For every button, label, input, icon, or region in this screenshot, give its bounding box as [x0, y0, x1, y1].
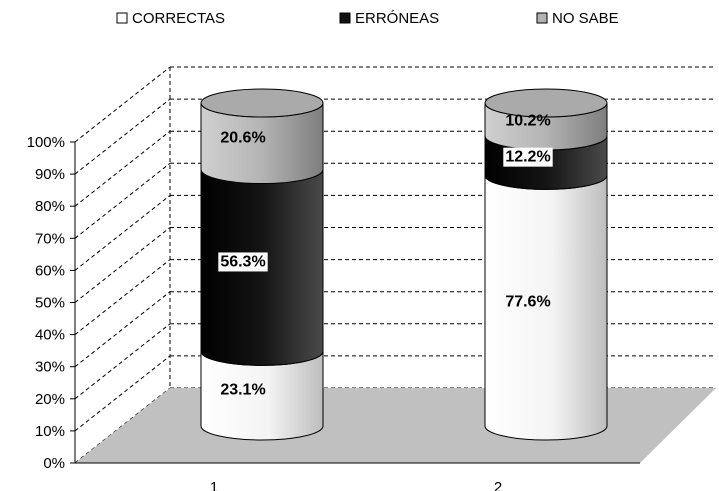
bar-top-cap — [484, 88, 608, 118]
gridline-side — [74, 259, 171, 335]
x-category-label: 1 — [210, 479, 218, 491]
gridline-side — [74, 162, 171, 239]
gridline-side — [74, 98, 171, 175]
gridline-side — [74, 355, 171, 432]
y-tick-label: 0% — [43, 455, 65, 472]
legend-label: NO SABE — [552, 10, 619, 27]
y-tick-label: 30% — [35, 359, 65, 376]
bar-stack-2: 77.6% 12.2% 10.2% — [484, 88, 608, 441]
y-tick-label: 20% — [35, 391, 65, 408]
data-label: 12.2% — [505, 149, 550, 166]
data-label: 10.2% — [505, 112, 550, 129]
y-tick-label: 10% — [35, 423, 65, 440]
bar-top-cap — [200, 88, 324, 118]
y-axis: 0% 10% 20% 30% 40% 50% 60% 70% 80% 90% 100% — [27, 134, 65, 472]
data-label: 56.3% — [220, 253, 265, 270]
legend-label: ERRÓNEAS — [355, 10, 439, 27]
gridline-side — [74, 66, 171, 143]
data-label-group: 77.6% — [505, 294, 550, 311]
bars: 23.1% 56.3% 20.6% 77.6% 12.2% 10.2% — [200, 88, 608, 441]
gridline-side — [74, 227, 171, 303]
legend: CORRECTAS ERRÓNEAS NO SABE — [116, 10, 619, 27]
legend-swatch — [116, 12, 128, 24]
data-label: 23.1% — [220, 382, 265, 399]
x-category-label: 2 — [494, 479, 502, 491]
floor-plane — [75, 388, 716, 463]
gridline-side — [74, 291, 171, 368]
y-tick-label: 90% — [35, 166, 65, 183]
legend-swatch — [339, 12, 351, 24]
legend-swatch — [536, 12, 548, 24]
data-label-box — [503, 147, 553, 167]
data-label: 77.6% — [505, 294, 550, 311]
data-label-group: 12.2% — [503, 147, 553, 167]
data-label-group: 56.3% — [218, 252, 268, 272]
gridline-side — [74, 323, 171, 400]
data-label-group: 23.1% — [220, 382, 265, 399]
bar-stack-1: 23.1% 56.3% 20.6% — [200, 88, 324, 441]
data-label-box — [218, 252, 268, 272]
data-label-group: 20.6% — [220, 129, 265, 146]
legend-label: CORRECTAS — [132, 10, 225, 27]
y-tick-label: 60% — [35, 262, 65, 279]
y-tick-label: 50% — [35, 295, 65, 312]
data-label-group: 10.2% — [505, 112, 550, 129]
chart-walls — [70, 66, 716, 464]
y-tick-label: 100% — [27, 134, 65, 151]
y-tick-label: 70% — [35, 230, 65, 247]
y-tick-label: 40% — [35, 327, 65, 344]
gridline-side — [74, 130, 171, 207]
chart-floor — [75, 388, 716, 464]
gridline-side — [74, 195, 171, 271]
data-label: 20.6% — [220, 129, 265, 146]
y-tick-label: 80% — [35, 198, 65, 215]
